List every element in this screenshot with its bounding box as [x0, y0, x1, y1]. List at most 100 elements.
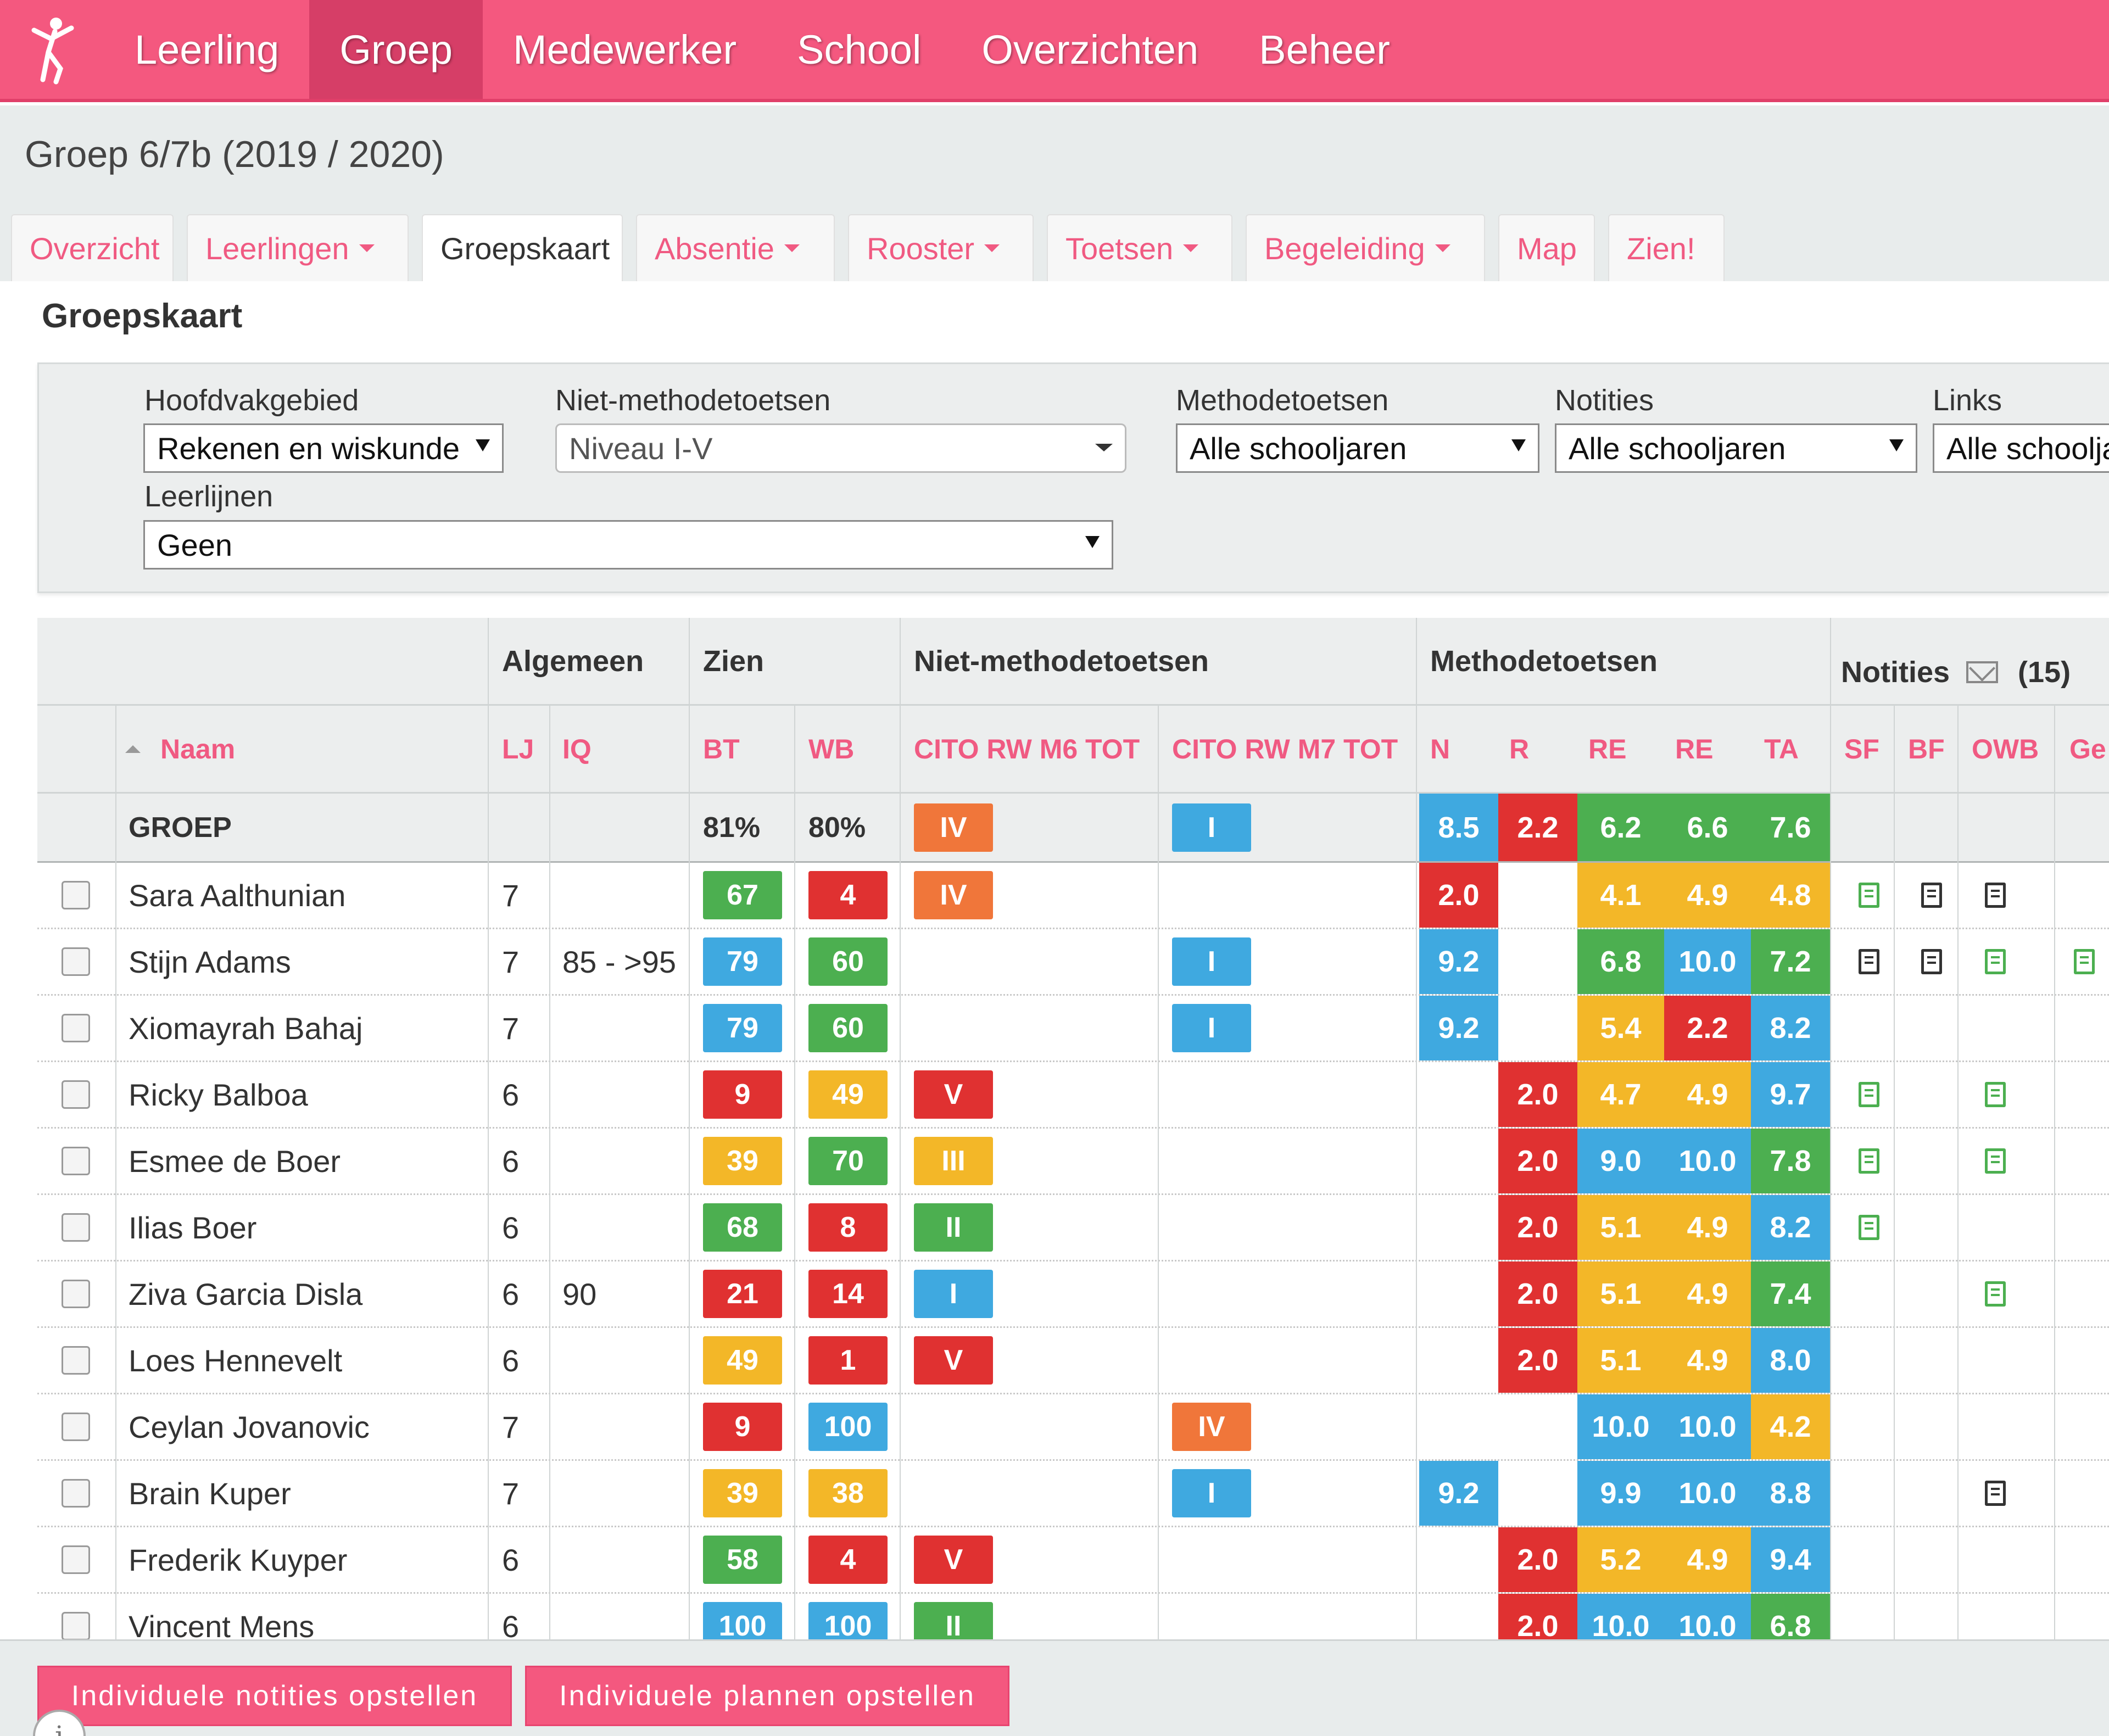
groep-summary-row: GROEP 81% 80% IV I 8.5 2.2 6.2 6.6 7.6 — [37, 794, 2109, 863]
tab-groepskaart[interactable]: Groepskaart — [422, 214, 623, 281]
note-owb-icon[interactable] — [1985, 949, 2006, 974]
column-cito-m6[interactable]: CITO RW M6 TOT — [914, 733, 1140, 764]
column-n[interactable]: N — [1430, 733, 1450, 764]
column-sf[interactable]: SF — [1844, 733, 1879, 764]
row-checkbox[interactable] — [62, 1213, 90, 1242]
column-re-1[interactable]: RE — [1588, 733, 1627, 764]
nav-medewerker[interactable]: Medewerker — [512, 26, 737, 72]
note-owb-icon[interactable] — [1985, 1082, 2006, 1107]
tab-zien[interactable]: Zien! — [1608, 214, 1725, 281]
column-bf[interactable]: BF — [1908, 733, 1945, 764]
note-bf-icon[interactable] — [1921, 949, 1942, 974]
note-owb-icon[interactable] — [1985, 883, 2006, 908]
column-ta[interactable]: TA — [1764, 733, 1799, 764]
tab-toetsen[interactable]: Toetsen — [1047, 214, 1232, 281]
column-divider — [1957, 706, 1959, 1639]
select-niet-methodetoetsen[interactable]: Niveau I-V — [555, 423, 1126, 473]
tab-begeleiding[interactable]: Begeleiding — [1246, 214, 1485, 281]
column-cito-m7[interactable]: CITO RW M7 TOT — [1172, 733, 1398, 764]
tab-overzicht[interactable]: Overzicht — [11, 214, 174, 281]
nav-school[interactable]: School — [797, 26, 922, 72]
select-methodetoetsen[interactable]: Alle schooljaren — [1176, 423, 1539, 473]
note-owb-icon[interactable] — [1985, 1281, 2006, 1307]
column-divider — [488, 618, 489, 1639]
row-checkbox[interactable] — [62, 1080, 90, 1109]
note-sf-icon[interactable] — [1859, 1082, 1879, 1107]
row-checkbox[interactable] — [62, 1545, 90, 1574]
note-sf-icon[interactable] — [1859, 949, 1879, 974]
column-wb[interactable]: WB — [808, 733, 855, 764]
note-bf-icon[interactable] — [1921, 883, 1942, 908]
select-leerlijnen[interactable]: Geen — [143, 520, 1113, 570]
cito-m6-cell: IV — [914, 863, 993, 928]
student-name[interactable]: Xiomayrah Bahaj — [129, 1011, 363, 1046]
select-hoofdvakgebied[interactable]: Rekenen en wiskunde — [143, 423, 504, 473]
select-links[interactable]: Alle schoolja — [1933, 423, 2109, 473]
dropdown-arrow-icon — [476, 439, 490, 451]
column-naam[interactable]: Naam — [125, 706, 235, 792]
row-checkbox[interactable] — [62, 1612, 90, 1639]
student-name[interactable]: Stijn Adams — [129, 944, 291, 979]
student-name[interactable]: Ceylan Jovanovic — [129, 1409, 370, 1444]
nav-groep[interactable]: Groep — [309, 0, 483, 99]
note-owb-icon[interactable] — [1985, 1481, 2006, 1506]
cito-m7-badge: I — [1172, 937, 1251, 986]
dancer-logo-icon[interactable] — [0, 0, 104, 99]
bt-badge: 79 — [703, 937, 782, 986]
tab-rooster[interactable]: Rooster — [848, 214, 1034, 281]
column-r[interactable]: R — [1509, 733, 1530, 764]
row-checkbox[interactable] — [62, 1413, 90, 1441]
tab-label: Absentie — [655, 231, 774, 266]
student-name[interactable]: Ricky Balboa — [129, 1077, 308, 1112]
row-checkbox[interactable] — [62, 1280, 90, 1308]
row-select-cell — [62, 929, 90, 994]
column-ge[interactable]: Ge — [2069, 733, 2106, 764]
column-re-2[interactable]: RE — [1675, 733, 1714, 764]
note-sf-icon[interactable] — [1859, 883, 1879, 908]
select-notities[interactable]: Alle schooljaren — [1555, 423, 1917, 473]
groep-re2-cell: 6.6 — [1664, 794, 1751, 861]
row-checkbox[interactable] — [62, 1346, 90, 1375]
cito-m6-cell: III — [914, 1129, 993, 1193]
student-lj: 6 — [502, 1143, 520, 1179]
row-checkbox[interactable] — [62, 1147, 90, 1175]
student-name[interactable]: Brain Kuper — [129, 1476, 291, 1511]
note-sf-icon[interactable] — [1859, 1215, 1879, 1240]
row-checkbox[interactable] — [62, 947, 90, 976]
row-checkbox[interactable] — [62, 1479, 90, 1508]
note-ge-icon[interactable] — [2074, 949, 2095, 974]
column-divider — [115, 706, 116, 1639]
mail-icon[interactable] — [1966, 661, 1999, 683]
nav-overzichten[interactable]: Overzichten — [981, 26, 1199, 72]
student-name[interactable]: Ilias Boer — [129, 1210, 257, 1245]
tab-leerlingen[interactable]: Leerlingen — [187, 214, 409, 281]
column-iq[interactable]: IQ — [562, 733, 592, 764]
cito-m6-badge: V — [914, 1070, 993, 1119]
student-lj: 7 — [502, 1011, 520, 1046]
student-name[interactable]: Vincent Mens — [129, 1609, 315, 1640]
column-owb[interactable]: OWB — [1972, 733, 2039, 764]
bt-badge: 100 — [703, 1602, 782, 1639]
tab-map[interactable]: Map — [1498, 214, 1595, 281]
nav-beheer[interactable]: Beheer — [1259, 26, 1390, 72]
student-name[interactable]: Ziva Garcia Disla — [129, 1276, 363, 1311]
individuele-plannen-button[interactable]: Individuele plannen opstellen — [525, 1666, 1009, 1726]
tab-absentie[interactable]: Absentie — [636, 214, 835, 281]
individuele-notities-button[interactable]: Individuele notities opstellen — [37, 1666, 512, 1726]
student-name[interactable]: Frederik Kuyper — [129, 1542, 348, 1577]
re1-score-cell: 5.1 — [1577, 1261, 1664, 1326]
student-lj: 6 — [502, 1077, 520, 1112]
column-divider — [1416, 618, 1417, 1639]
column-lj[interactable]: LJ — [502, 733, 534, 764]
student-name[interactable]: Esmee de Boer — [129, 1143, 341, 1179]
student-name[interactable]: Loes Hennevelt — [129, 1343, 343, 1378]
student-name[interactable]: Sara Aalthunian — [129, 878, 346, 913]
row-checkbox[interactable] — [62, 1014, 90, 1042]
wb-cell: 14 — [808, 1261, 888, 1326]
nav-leerling[interactable]: Leerling — [135, 26, 280, 72]
row-checkbox[interactable] — [62, 881, 90, 909]
note-owb-icon[interactable] — [1985, 1148, 2006, 1174]
re1-score-cell: 5.1 — [1577, 1195, 1664, 1260]
note-sf-icon[interactable] — [1859, 1148, 1879, 1174]
column-bt[interactable]: BT — [703, 733, 740, 764]
